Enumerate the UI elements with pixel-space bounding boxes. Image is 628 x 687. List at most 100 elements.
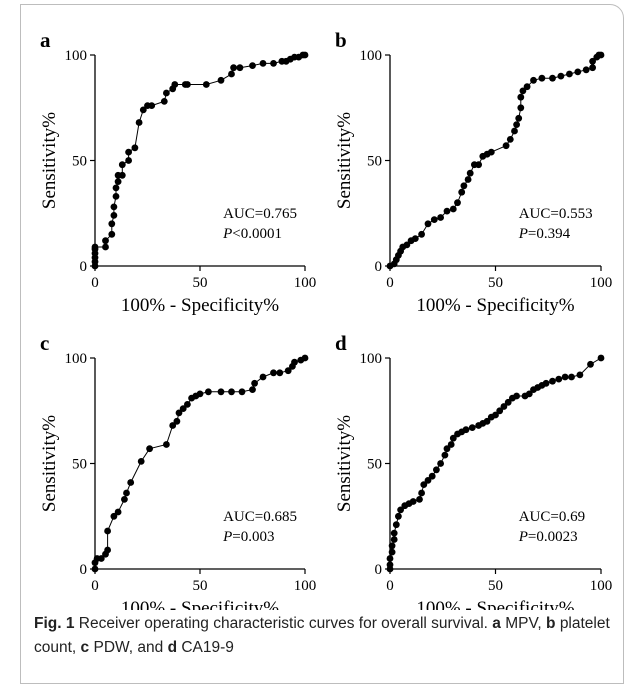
roc-data-point <box>123 489 130 497</box>
roc-data-point <box>276 369 284 377</box>
roc-data-point <box>388 548 396 556</box>
roc-data-point <box>249 62 256 69</box>
x-tick-label: 100 <box>294 275 317 291</box>
roc-data-point <box>443 207 451 215</box>
y-tick-label: 0 <box>80 562 88 578</box>
y-tick-label: 0 <box>375 259 383 275</box>
roc-data-point <box>500 403 508 410</box>
roc-data-point <box>511 127 518 135</box>
roc-data-point <box>228 388 235 396</box>
x-tick-label: 0 <box>91 275 99 291</box>
roc-data-point <box>492 411 499 419</box>
roc-data-point <box>386 555 394 562</box>
roc-data-point <box>458 188 466 196</box>
caption-label: Fig. 1 <box>34 615 75 632</box>
roc-data-point <box>475 161 482 169</box>
roc-data-point <box>549 74 556 82</box>
roc-data-point <box>589 64 596 72</box>
roc-data-point <box>462 426 470 434</box>
roc-data-point <box>104 546 111 554</box>
y-tick-label: 100 <box>65 48 88 64</box>
roc-data-point <box>589 57 596 65</box>
roc-data-point <box>568 373 575 381</box>
roc-data-point <box>437 460 444 467</box>
caption-item-letter: c <box>80 639 90 656</box>
roc-data-point <box>525 390 533 398</box>
caption-text: Receiver operating characteristic curves… <box>78 615 488 632</box>
panel-label: d <box>335 331 347 355</box>
y-tick-label: 100 <box>360 351 383 367</box>
roc-data-point <box>163 89 170 97</box>
roc-data-point <box>513 392 520 400</box>
x-axis-label: 100% - Specificity% <box>121 598 279 610</box>
roc-data-point <box>517 93 525 101</box>
y-tick-label: 50 <box>72 154 87 170</box>
roc-data-point <box>386 561 394 569</box>
roc-data-point <box>411 235 419 243</box>
roc-data-point <box>146 445 154 453</box>
roc-data-point <box>112 184 120 192</box>
x-tick-label: 100 <box>590 578 613 594</box>
roc-panel-c: 0 50 100 0 50 100 100% - Specificity% Sensitivi… <box>39 331 316 610</box>
roc-data-point <box>301 354 309 362</box>
x-tick-label: 0 <box>386 275 394 291</box>
x-tick-label: 50 <box>488 578 503 594</box>
roc-data-point <box>102 243 109 251</box>
roc-data-point <box>169 422 177 429</box>
roc-data-point <box>121 496 128 503</box>
roc-data-point <box>228 70 235 78</box>
roc-data-point <box>483 417 491 425</box>
roc-data-point <box>91 565 99 573</box>
y-axis-label: Sensitivity% <box>39 112 60 209</box>
roc-data-point <box>259 60 267 67</box>
roc-data-point <box>576 371 584 379</box>
roc-data-point <box>91 243 99 251</box>
roc-data-point <box>388 542 396 550</box>
roc-data-point <box>430 216 438 224</box>
y-axis-label: Sensitivity% <box>334 112 355 209</box>
roc-data-point <box>515 114 523 122</box>
roc-data-point <box>403 241 411 249</box>
roc-data-point <box>582 66 590 74</box>
caption-item-text: platelet count, <box>34 615 610 656</box>
roc-data-point <box>108 220 116 228</box>
roc-data-point <box>175 409 183 417</box>
roc-data-point <box>437 214 444 221</box>
x-tick-label: 100 <box>294 578 317 594</box>
roc-data-point <box>108 230 116 238</box>
x-tick-label: 0 <box>91 578 99 594</box>
roc-data-point <box>449 205 457 213</box>
roc-data-point <box>104 527 111 535</box>
roc-data-point <box>270 60 277 67</box>
roc-data-point <box>549 377 556 385</box>
p-value-annotation: P<0.0001 <box>222 226 282 242</box>
y-axis-label: Sensitivity% <box>334 415 355 512</box>
roc-data-point <box>597 354 605 362</box>
roc-data-point <box>259 373 267 381</box>
p-value-annotation: P=0.003 <box>222 529 274 545</box>
roc-data-point <box>433 466 440 474</box>
caption-item-text: MPV, <box>505 615 542 632</box>
auc-annotation: AUC=0.553 <box>519 206 593 222</box>
roc-data-point <box>420 481 428 488</box>
panel-label: a <box>40 28 51 52</box>
roc-data-point <box>395 512 402 520</box>
roc-data-point <box>566 70 573 78</box>
roc-data-point <box>530 76 537 84</box>
y-tick-label: 50 <box>367 457 382 473</box>
roc-data-point <box>409 498 417 505</box>
x-axis-label: 100% - Specificity% <box>416 295 574 316</box>
roc-data-point <box>416 496 423 503</box>
roc-data-point <box>238 388 246 396</box>
y-tick-label: 50 <box>367 154 382 170</box>
roc-data-point <box>139 106 147 114</box>
roc-data-point <box>230 64 238 72</box>
caption-item-letter: d <box>167 639 178 656</box>
roc-data-point <box>561 373 569 381</box>
roc-data-point <box>597 51 605 59</box>
y-tick-label: 100 <box>360 48 383 64</box>
caption-item-letter: b <box>546 615 556 632</box>
roc-data-point <box>418 230 425 238</box>
roc-data-point <box>555 375 563 383</box>
roc-data-point <box>301 51 309 59</box>
